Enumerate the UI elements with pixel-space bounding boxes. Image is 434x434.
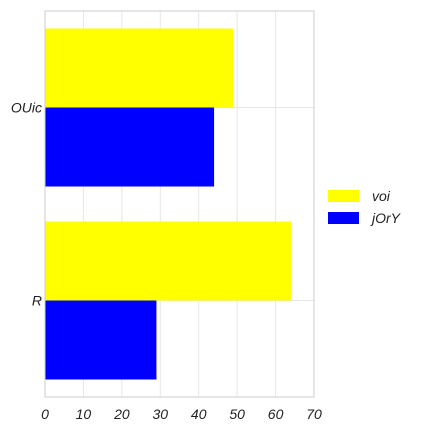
x-tick-label: 60 xyxy=(268,406,284,422)
legend-swatch-jory xyxy=(328,212,359,224)
x-tick-label: 50 xyxy=(229,406,245,422)
x-tick-label: 20 xyxy=(113,406,130,422)
plot-frame xyxy=(44,10,315,398)
x-tick-label: 30 xyxy=(152,406,168,422)
category-label: R xyxy=(32,293,42,309)
y-axis-category-labels: OUic R xyxy=(11,100,42,309)
x-axis-tick-labels: 0 10 20 30 40 50 60 70 xyxy=(41,406,322,422)
category-label: OUic xyxy=(11,100,42,116)
bar-layer xyxy=(45,28,291,380)
legend-label-voi: voi xyxy=(372,188,391,204)
x-tick-label: 0 xyxy=(41,406,49,422)
bar-voi-ouic xyxy=(45,28,234,108)
x-tick-label: 70 xyxy=(306,406,322,422)
legend-label-jory: jOrY xyxy=(370,210,402,226)
bar-voi-r xyxy=(45,221,291,301)
bar-jory-r xyxy=(45,300,157,380)
bar-jory-ouic xyxy=(45,107,215,187)
x-tick-label: 40 xyxy=(191,406,207,422)
legend-swatch-voi xyxy=(328,190,359,202)
x-tick-label: 10 xyxy=(76,406,92,422)
legend: voi jOrY xyxy=(328,188,402,226)
